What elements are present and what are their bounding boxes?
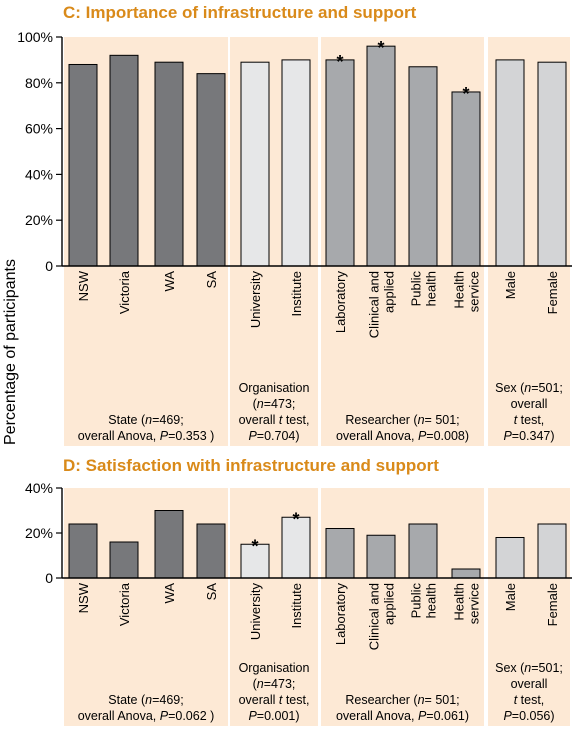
chart-c-category-label: Female: [545, 271, 560, 314]
chart-d-category-label: Public: [409, 583, 424, 619]
chart-c-group-caption-researcher: overall Anova, P=0.008): [336, 429, 469, 443]
chart-c-category-label: WA: [162, 271, 177, 292]
chart-d: D: Satisfaction with infrastructure and …: [25, 456, 572, 726]
chart-d-group-caption-sex: P=0.056): [503, 709, 554, 723]
chart-d-panel-researcher: [321, 488, 484, 726]
chart-d-group-caption-researcher: Researcher (n= 501;: [345, 693, 459, 707]
chart-c-category-label: Clinical and: [367, 271, 382, 338]
chart-d-category-label: service: [467, 583, 482, 624]
chart-c-category-label: Male: [503, 271, 518, 299]
chart-c-bar: [451, 91, 481, 267]
chart-d-category-label: Victoria: [117, 582, 132, 626]
chart-c-category-label: health: [424, 271, 439, 306]
chart-c-bar: [495, 59, 525, 267]
chart-d-category-label: Institute: [289, 583, 304, 629]
chart-c-category-label: Institute: [289, 271, 304, 317]
chart-d-group-caption-researcher: overall Anova, P=0.061): [336, 709, 469, 723]
chart-d-bar: [154, 510, 184, 579]
chart-d-category-label: WA: [162, 583, 177, 604]
chart-d-category-label: Male: [503, 583, 518, 611]
chart-c-y-tick-label: 100%: [17, 29, 53, 45]
chart-d-category-label: Health: [452, 583, 467, 621]
chart-d-group-caption-organisation: P=0.001): [248, 709, 299, 723]
chart-d-bar: [495, 537, 525, 579]
chart-c-group-caption-sex: Sex (n=501;: [495, 381, 563, 395]
chart-c-y-tick-label: 60%: [25, 121, 53, 137]
chart-c-bar: [281, 59, 311, 267]
chart-d-category-label: Female: [545, 583, 560, 626]
chart-d-category-label: applied: [382, 583, 397, 625]
chart-c-title: C: Importance of infrastructure and supp…: [63, 3, 417, 22]
chart-c-significance-star: *: [377, 38, 384, 58]
chart-c-bar: [240, 61, 270, 267]
chart-c-y-tick-label: 40%: [25, 166, 53, 182]
chart-d-group-caption-sex: Sex (n=501;: [495, 661, 563, 675]
chart-d-bar: [451, 568, 481, 579]
chart-c-y-tick-label: 80%: [25, 75, 53, 91]
chart-d-category-label: University: [248, 583, 263, 641]
chart-c-category-label: Public: [409, 271, 424, 307]
chart-c-y-tick-label: 20%: [25, 212, 53, 228]
chart-d-group-caption-sex: t test,: [514, 693, 545, 707]
chart-c-group-caption-sex: P=0.347): [503, 429, 554, 443]
chart-d-group-caption-state: State (n=469;: [108, 693, 183, 707]
chart-c-bar: [366, 45, 396, 267]
chart-c-category-label: NSW: [76, 270, 91, 301]
chart-c-bar: [109, 54, 139, 267]
chart-d-bar: [240, 543, 270, 579]
chart-d-category-label: Laboratory: [333, 583, 348, 646]
chart-d-category-label: Clinical and: [367, 583, 382, 650]
chart-c-bar: [408, 66, 438, 267]
chart-c-group-caption-state: overall Anova, P=0.353 ): [78, 429, 215, 443]
chart-d-group-caption-sex: overall: [511, 677, 548, 691]
chart-d-significance-star: *: [251, 536, 258, 556]
chart-d-bar: [196, 523, 226, 579]
chart-d-bar: [366, 534, 396, 579]
chart-c-category-label: SA: [204, 271, 219, 289]
chart-d-title: D: Satisfaction with infrastructure and …: [63, 456, 439, 475]
chart-c-category-label: University: [248, 271, 263, 329]
chart-c-significance-star: *: [336, 52, 343, 72]
chart-c-category-label: service: [467, 271, 482, 312]
chart-d-category-label: SA: [204, 583, 219, 601]
chart-c-significance-star: *: [462, 84, 469, 104]
chart-c-group-caption-organisation: Organisation: [239, 381, 310, 395]
chart-d-y-tick-label: 40%: [25, 480, 53, 496]
chart-c-group-caption-organisation: (n=473;: [253, 397, 296, 411]
chart-d-y-tick-label: 20%: [25, 525, 53, 541]
chart-d-category-label: NSW: [76, 582, 91, 613]
chart-c-group-caption-state: State (n=469;: [108, 413, 183, 427]
chart-d-group-caption-organisation: Organisation: [239, 661, 310, 675]
chart-d-bar: [537, 523, 567, 579]
chart-c-group-caption-sex: overall: [511, 397, 548, 411]
chart-c-bar: [537, 61, 567, 267]
chart-d-bar: [109, 541, 139, 579]
chart-c-category-label: Victoria: [117, 270, 132, 314]
chart-d-y-tick-label: 0: [45, 570, 53, 586]
chart-c-bar: [154, 61, 184, 267]
chart-c-category-label: applied: [382, 271, 397, 313]
chart-c-group-caption-organisation: P=0.704): [248, 429, 299, 443]
chart-c: C: Importance of infrastructure and supp…: [17, 3, 572, 446]
chart-c-y-tick-label: 0: [45, 258, 53, 274]
chart-c-group-caption-researcher: Researcher (n= 501;: [345, 413, 459, 427]
chart-d-group-caption-organisation: overall t test,: [239, 693, 310, 707]
chart-d-bar: [408, 523, 438, 579]
chart-c-bar: [68, 63, 98, 267]
chart-c-category-label: Laboratory: [333, 271, 348, 334]
y-axis-title: Percentage of participants: [2, 259, 19, 445]
chart-c-category-label: Health: [452, 271, 467, 309]
chart-d-category-label: health: [424, 583, 439, 618]
chart-c-group-caption-organisation: overall t test,: [239, 413, 310, 427]
chart-d-bar: [325, 528, 355, 579]
chart-d-group-caption-organisation: (n=473;: [253, 677, 296, 691]
chart-c-bar: [325, 59, 355, 267]
chart-c-group-caption-sex: t test,: [514, 413, 545, 427]
chart-c-bar: [196, 73, 226, 267]
chart-d-significance-star: *: [292, 509, 299, 529]
chart-d-bar: [68, 523, 98, 579]
chart-d-group-caption-state: overall Anova, P=0.062 ): [78, 709, 215, 723]
